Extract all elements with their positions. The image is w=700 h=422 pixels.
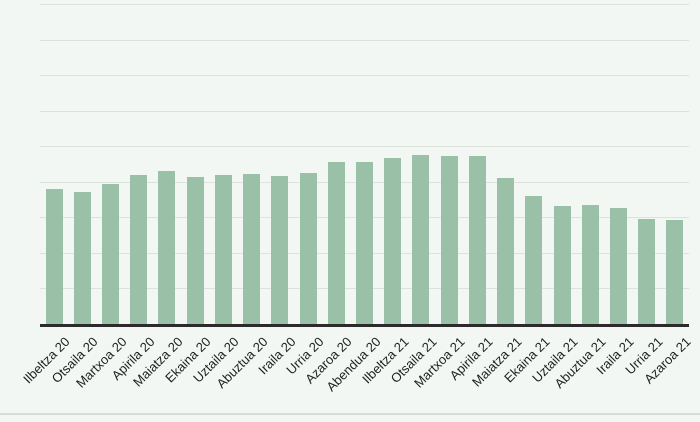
x-tick-label: Azaroa 21 [640, 334, 694, 387]
x-tick-label: Urria 20 [283, 334, 327, 378]
bar-chart-plot-area [40, 4, 689, 327]
bar[interactable] [130, 174, 148, 324]
bar[interactable] [384, 157, 402, 324]
x-tick-label: Martxoa 20 [72, 334, 130, 391]
bar[interactable] [243, 173, 261, 324]
x-tick-label: Ekaina 20 [162, 334, 214, 386]
bar[interactable] [271, 176, 289, 324]
gridline [40, 110, 689, 112]
bar[interactable] [412, 155, 430, 324]
bar[interactable] [468, 156, 486, 324]
x-tick-label: Iraila 21 [593, 334, 638, 378]
x-tick-label: Iraila 20 [255, 334, 299, 378]
bar[interactable] [327, 162, 345, 324]
x-tick-label: Azaroa 20 [302, 334, 355, 387]
bar[interactable] [73, 192, 91, 324]
x-tick-label: Maiatza 20 [130, 334, 186, 390]
bar[interactable] [638, 218, 656, 324]
x-tick-label: Urria 21 [621, 334, 666, 378]
x-tick-label: Ilbeltza 21 [358, 334, 412, 387]
bottom-divider [0, 413, 700, 415]
x-tick-label: Maiatza 21 [468, 334, 525, 390]
x-tick-label: Ekaina 21 [500, 334, 553, 386]
bar[interactable] [214, 174, 232, 324]
bar[interactable] [553, 205, 571, 324]
bar[interactable] [158, 171, 176, 324]
x-tick-label: Apirila 21 [447, 334, 496, 383]
gridline [40, 4, 689, 5]
gridline [40, 75, 689, 77]
bar[interactable] [581, 204, 599, 324]
bar[interactable] [497, 178, 515, 324]
bar[interactable] [440, 156, 458, 324]
x-tick-label: Otsaila 21 [387, 334, 440, 387]
x-tick-label: Martxoa 21 [411, 334, 468, 391]
bar[interactable] [186, 177, 204, 324]
bar[interactable] [609, 207, 627, 324]
x-tick-label: Abuztua 20 [213, 334, 271, 392]
x-tick-label: Otsaila 20 [48, 334, 101, 387]
bar[interactable] [525, 195, 543, 324]
bar[interactable] [45, 188, 63, 324]
x-tick-label: Ilbeltza 20 [20, 334, 73, 387]
gridline [40, 146, 689, 148]
x-tick-label: Uztaila 20 [190, 334, 243, 386]
bar[interactable] [299, 172, 317, 324]
bar[interactable] [102, 183, 120, 324]
x-axis-line [40, 324, 689, 327]
bars-container [40, 4, 689, 324]
x-tick-label: Apirila 20 [108, 334, 158, 383]
x-tick-label: Uztaila 21 [529, 334, 581, 386]
bar[interactable] [666, 219, 684, 324]
gridline [40, 39, 689, 41]
x-tick-label: Abuztua 21 [551, 334, 609, 392]
x-tick-label: Abendua 20 [322, 334, 384, 395]
bar[interactable] [356, 162, 373, 324]
